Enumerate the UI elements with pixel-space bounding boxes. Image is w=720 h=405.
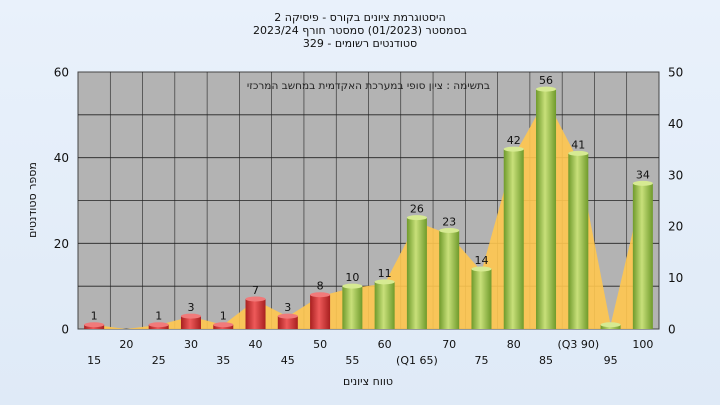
bar-label-35: 1: [220, 310, 227, 323]
y2-tick-label: 40: [668, 117, 683, 131]
bar-label-75: 14: [474, 254, 488, 267]
y2-tick-label: 50: [668, 66, 683, 80]
bar-label-80: 42: [507, 134, 521, 147]
bar-cap-35: [213, 322, 234, 328]
bar-label-70: 23: [442, 215, 456, 228]
bar-50: [310, 294, 331, 329]
y2-tick-label: 20: [668, 220, 683, 234]
title-line-2: בסמסטר (01/2023) סמסטר חורף 2023/24: [253, 24, 467, 37]
y2-axis-ticks: 0 10 20 30 40 50: [668, 66, 683, 337]
x-tick-label: 15: [87, 354, 101, 367]
bar-85: [536, 89, 557, 329]
y2-tick-label: 0: [668, 323, 676, 337]
x-tick-label: (Q1 65): [396, 354, 438, 367]
y-axis-label: מספר סטודנטים: [26, 162, 39, 238]
bar-60: [374, 281, 395, 329]
x-tick-label: 85: [539, 354, 553, 367]
y2-tick-label: 30: [668, 168, 683, 182]
x-tick-label: 60: [378, 338, 392, 351]
bar-40: [245, 299, 266, 329]
bar-45: [277, 316, 298, 329]
x-tick-label: 20: [119, 338, 133, 351]
bar-cap-30: [180, 313, 201, 319]
bar-label-85: 56: [539, 74, 553, 87]
bar-cap-60: [374, 279, 395, 285]
bar-label-60: 11: [378, 267, 392, 280]
x-tick-label: 70: [442, 338, 456, 351]
chart-note: בתשימה : ציון סופי במערכת האקדמית במחשב …: [247, 80, 490, 92]
bar-90: [568, 153, 589, 329]
x-tick-label: 55: [345, 354, 359, 367]
bar-cap-75: [471, 266, 492, 272]
bar-cap-55: [342, 283, 363, 289]
x-tick-label: 40: [249, 338, 263, 351]
bar-cap-70: [439, 227, 460, 233]
bar-cap-100: [632, 180, 653, 186]
y-tick-label: 0: [61, 323, 69, 337]
bar-cap-80: [503, 146, 524, 152]
x-tick-label: 75: [474, 354, 488, 367]
bar-75: [471, 269, 492, 329]
bar-label-55: 10: [345, 271, 359, 284]
bar-cap-85: [536, 86, 557, 92]
bar-label-65: 26: [410, 203, 424, 216]
bar-cap-15: [84, 322, 105, 328]
x-tick-label: 50: [313, 338, 327, 351]
bar-label-30: 3: [187, 301, 194, 314]
title-line-1: היסטוגרמת ציונים בקורס - פיסיקה 2: [274, 11, 445, 24]
x-tick-label: 25: [152, 354, 166, 367]
bar-label-45: 3: [284, 301, 291, 314]
bar-label-50: 8: [317, 280, 324, 293]
bar-cap-40: [245, 296, 266, 302]
x-tick-label: 80: [507, 338, 521, 351]
title-line-3: סטודנטים רשומים - 329: [303, 37, 417, 50]
x-tick-label: 35: [216, 354, 230, 367]
y-tick-label: 60: [54, 66, 69, 80]
bar-cap-90: [568, 150, 589, 156]
bar-cap-95: [600, 322, 621, 328]
bar-label-15: 1: [91, 310, 98, 323]
bar-80: [503, 149, 524, 329]
y2-tick-label: 10: [668, 271, 683, 285]
bar-100: [632, 183, 653, 329]
bar-cap-50: [310, 292, 331, 298]
bar-label-90: 41: [571, 138, 585, 151]
bar-65: [406, 217, 427, 329]
y-axis-ticks: 0 20 40 60: [54, 66, 69, 337]
x-axis-ticks: 15 20 25 30 35 40 45 50 55 60 (Q1 65) 70 75 80 85 (Q3 9…: [87, 338, 653, 367]
x-tick-label: 95: [604, 354, 618, 367]
bar-55: [342, 286, 363, 329]
bar-label-40: 7: [252, 284, 259, 297]
bar-cap-45: [277, 313, 298, 319]
x-axis-label: טווח ציונים: [343, 375, 393, 388]
bar-label-25: 1: [155, 310, 162, 323]
y-tick-label: 20: [54, 237, 69, 251]
x-tick-label: 30: [184, 338, 198, 351]
x-tick-label: 100: [632, 338, 653, 351]
y-tick-label: 40: [54, 151, 69, 165]
chart-title: היסטוגרמת ציונים בקורס - פיסיקה 2 בסמסטר…: [253, 11, 467, 50]
bar-30: [180, 316, 201, 329]
bar-cap-65: [406, 215, 427, 221]
x-tick-label: 45: [281, 354, 295, 367]
bar-70: [439, 230, 460, 329]
x-tick-label: (Q3 90): [557, 338, 599, 351]
bar-cap-25: [148, 322, 169, 328]
bars-layer: [84, 86, 653, 329]
bar-label-100: 34: [636, 168, 650, 181]
